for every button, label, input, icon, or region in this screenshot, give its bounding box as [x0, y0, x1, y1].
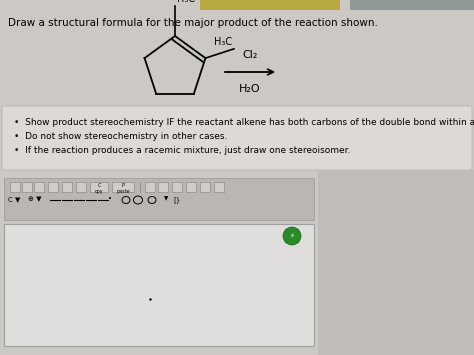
Bar	[48, 182, 58, 192]
Text: ▼: ▼	[164, 196, 168, 201]
Text: ⚡: ⚡	[290, 233, 294, 239]
Bar	[10, 182, 20, 192]
FancyBboxPatch shape	[2, 106, 472, 170]
Bar	[200, 0, 340, 10]
Bar	[158, 182, 168, 192]
Text: •: •	[108, 196, 112, 202]
Bar	[200, 182, 210, 192]
Text: H₃C: H₃C	[177, 0, 195, 4]
Circle shape	[283, 227, 301, 245]
Text: P
paste: P paste	[116, 183, 130, 194]
Text: •  Show product stereochemistry IF the reactant alkene has both carbons of the d: • Show product stereochemistry IF the re…	[14, 118, 474, 127]
Bar	[4, 178, 314, 220]
Bar	[186, 182, 196, 192]
Text: •  If the reaction produces a racemic mixture, just draw one stereoisomer.: • If the reaction produces a racemic mix…	[14, 146, 350, 155]
Bar	[90, 182, 108, 192]
Bar	[318, 170, 474, 355]
Bar	[34, 182, 44, 192]
Text: Draw a structural formula for the major product of the reaction shown.: Draw a structural formula for the major …	[8, 18, 378, 28]
Bar	[76, 182, 86, 192]
Bar	[214, 182, 224, 192]
Bar	[350, 0, 474, 10]
Text: [}: [}	[173, 196, 180, 203]
Bar	[112, 182, 134, 192]
Text: H₃C: H₃C	[214, 37, 232, 47]
Text: C
cpy: C cpy	[95, 183, 103, 194]
Bar	[62, 182, 72, 192]
Text: H₂O: H₂O	[239, 84, 261, 94]
Bar	[172, 182, 182, 192]
Text: •  Do not show stereochemistry in other cases.: • Do not show stereochemistry in other c…	[14, 132, 228, 141]
Text: ⊕ ▼: ⊕ ▼	[28, 196, 42, 202]
Text: C ▼: C ▼	[8, 196, 20, 202]
Bar	[22, 182, 32, 192]
Bar	[145, 182, 155, 192]
Bar	[4, 224, 314, 346]
Text: Cl₂: Cl₂	[242, 50, 258, 60]
